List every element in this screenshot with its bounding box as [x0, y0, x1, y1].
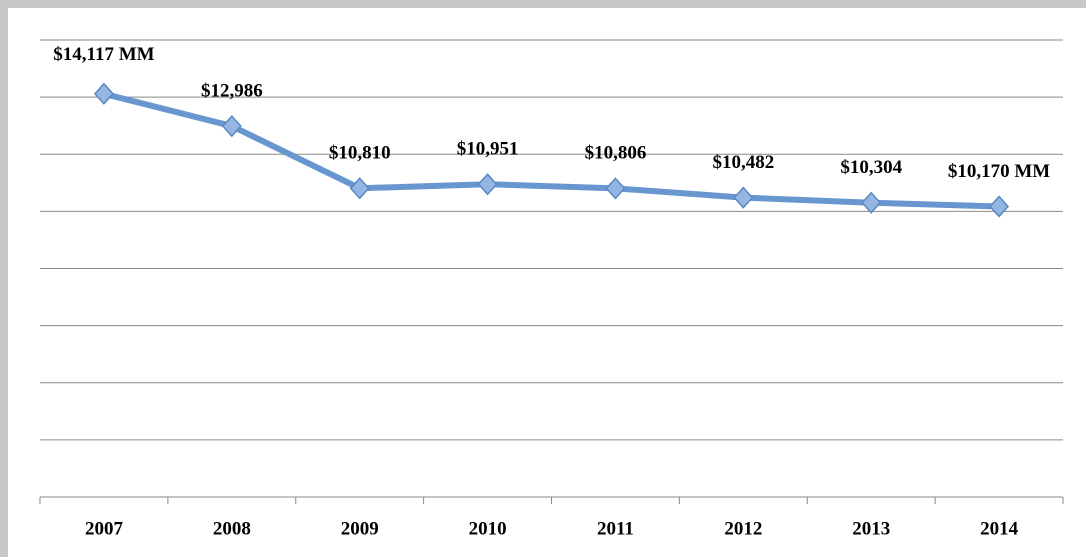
data-line: [103, 90, 1000, 210]
x-tick-label: 2011: [597, 518, 634, 539]
data-label: $10,806: [585, 143, 647, 164]
marker: [93, 82, 114, 105]
x-tick-label: 2007: [85, 518, 124, 539]
marker: [861, 191, 882, 214]
data-label: $10,304: [840, 157, 902, 178]
marker: [733, 186, 754, 209]
marker: [989, 195, 1010, 218]
marker: [477, 173, 498, 196]
marker: [221, 114, 242, 138]
data-label: $10,951: [457, 139, 519, 160]
data-label: $12,986: [201, 80, 263, 101]
x-tick-label: 2012: [724, 518, 762, 539]
marker: [605, 177, 626, 200]
data-label: $10,482: [712, 152, 774, 173]
x-tick-label: 2009: [341, 518, 379, 539]
data-label: $10,810: [329, 143, 391, 164]
x-tick-label: 2013: [852, 518, 890, 539]
marker: [349, 177, 370, 200]
x-tick-label: 2014: [980, 518, 1019, 539]
data-label: $14,117 MM: [53, 44, 154, 65]
x-tick-label: 2010: [469, 518, 507, 539]
data-label: $10,170 MM: [948, 161, 1050, 182]
x-tick-label: 2008: [213, 518, 251, 539]
